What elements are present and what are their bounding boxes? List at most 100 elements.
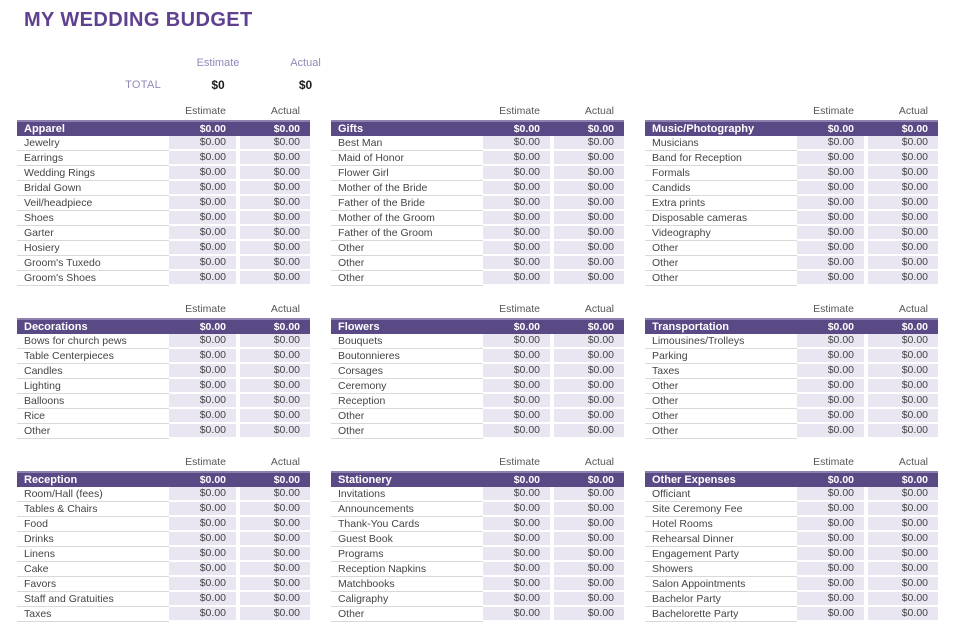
row-estimate-cell[interactable]: $0.00 bbox=[797, 181, 864, 196]
row-actual-cell[interactable]: $0.00 bbox=[868, 409, 938, 424]
row-estimate-cell[interactable]: $0.00 bbox=[797, 241, 864, 256]
row-actual-cell[interactable]: $0.00 bbox=[240, 409, 310, 424]
row-actual-cell[interactable]: $0.00 bbox=[868, 502, 938, 517]
row-actual-cell[interactable]: $0.00 bbox=[554, 532, 624, 547]
row-actual-cell[interactable]: $0.00 bbox=[554, 151, 624, 166]
row-estimate-cell[interactable]: $0.00 bbox=[797, 271, 864, 286]
row-estimate-cell[interactable]: $0.00 bbox=[169, 256, 236, 271]
row-actual-cell[interactable]: $0.00 bbox=[554, 196, 624, 211]
row-actual-cell[interactable]: $0.00 bbox=[868, 211, 938, 226]
row-estimate-cell[interactable]: $0.00 bbox=[169, 409, 236, 424]
row-actual-cell[interactable]: $0.00 bbox=[240, 592, 310, 607]
row-estimate-cell[interactable]: $0.00 bbox=[169, 136, 236, 151]
row-estimate-cell[interactable]: $0.00 bbox=[169, 349, 236, 364]
row-estimate-cell[interactable]: $0.00 bbox=[483, 379, 550, 394]
row-actual-cell[interactable]: $0.00 bbox=[554, 241, 624, 256]
row-estimate-cell[interactable]: $0.00 bbox=[169, 607, 236, 622]
row-actual-cell[interactable]: $0.00 bbox=[868, 334, 938, 349]
row-estimate-cell[interactable]: $0.00 bbox=[483, 196, 550, 211]
row-estimate-cell[interactable]: $0.00 bbox=[483, 487, 550, 502]
row-estimate-cell[interactable]: $0.00 bbox=[169, 487, 236, 502]
row-estimate-cell[interactable]: $0.00 bbox=[483, 364, 550, 379]
row-estimate-cell[interactable]: $0.00 bbox=[169, 211, 236, 226]
row-actual-cell[interactable]: $0.00 bbox=[868, 592, 938, 607]
row-estimate-cell[interactable]: $0.00 bbox=[797, 226, 864, 241]
row-estimate-cell[interactable]: $0.00 bbox=[483, 181, 550, 196]
row-actual-cell[interactable]: $0.00 bbox=[240, 166, 310, 181]
row-actual-cell[interactable]: $0.00 bbox=[554, 334, 624, 349]
row-actual-cell[interactable]: $0.00 bbox=[240, 349, 310, 364]
row-estimate-cell[interactable]: $0.00 bbox=[797, 151, 864, 166]
row-estimate-cell[interactable]: $0.00 bbox=[797, 562, 864, 577]
row-estimate-cell[interactable]: $0.00 bbox=[797, 379, 864, 394]
row-estimate-cell[interactable]: $0.00 bbox=[797, 577, 864, 592]
row-actual-cell[interactable]: $0.00 bbox=[240, 562, 310, 577]
row-actual-cell[interactable]: $0.00 bbox=[868, 424, 938, 439]
row-estimate-cell[interactable]: $0.00 bbox=[797, 487, 864, 502]
row-actual-cell[interactable]: $0.00 bbox=[868, 394, 938, 409]
row-estimate-cell[interactable]: $0.00 bbox=[797, 394, 864, 409]
row-actual-cell[interactable]: $0.00 bbox=[554, 487, 624, 502]
row-actual-cell[interactable]: $0.00 bbox=[240, 211, 310, 226]
row-actual-cell[interactable]: $0.00 bbox=[554, 136, 624, 151]
row-actual-cell[interactable]: $0.00 bbox=[554, 547, 624, 562]
row-actual-cell[interactable]: $0.00 bbox=[868, 166, 938, 181]
row-estimate-cell[interactable]: $0.00 bbox=[483, 136, 550, 151]
row-actual-cell[interactable]: $0.00 bbox=[868, 487, 938, 502]
row-actual-cell[interactable]: $0.00 bbox=[868, 241, 938, 256]
row-actual-cell[interactable]: $0.00 bbox=[868, 379, 938, 394]
row-actual-cell[interactable]: $0.00 bbox=[868, 151, 938, 166]
row-estimate-cell[interactable]: $0.00 bbox=[797, 334, 864, 349]
row-estimate-cell[interactable]: $0.00 bbox=[797, 532, 864, 547]
row-estimate-cell[interactable]: $0.00 bbox=[169, 562, 236, 577]
row-actual-cell[interactable]: $0.00 bbox=[240, 379, 310, 394]
row-actual-cell[interactable]: $0.00 bbox=[554, 181, 624, 196]
row-estimate-cell[interactable]: $0.00 bbox=[483, 562, 550, 577]
row-estimate-cell[interactable]: $0.00 bbox=[169, 151, 236, 166]
row-actual-cell[interactable]: $0.00 bbox=[554, 166, 624, 181]
row-estimate-cell[interactable]: $0.00 bbox=[797, 424, 864, 439]
row-estimate-cell[interactable]: $0.00 bbox=[797, 592, 864, 607]
row-actual-cell[interactable]: $0.00 bbox=[554, 394, 624, 409]
row-estimate-cell[interactable]: $0.00 bbox=[483, 502, 550, 517]
row-estimate-cell[interactable]: $0.00 bbox=[483, 166, 550, 181]
row-estimate-cell[interactable]: $0.00 bbox=[169, 166, 236, 181]
row-actual-cell[interactable]: $0.00 bbox=[868, 607, 938, 622]
row-actual-cell[interactable]: $0.00 bbox=[868, 364, 938, 379]
row-estimate-cell[interactable]: $0.00 bbox=[169, 502, 236, 517]
row-estimate-cell[interactable]: $0.00 bbox=[797, 547, 864, 562]
row-estimate-cell[interactable]: $0.00 bbox=[797, 256, 864, 271]
row-actual-cell[interactable]: $0.00 bbox=[554, 517, 624, 532]
row-actual-cell[interactable]: $0.00 bbox=[554, 607, 624, 622]
row-estimate-cell[interactable]: $0.00 bbox=[797, 211, 864, 226]
row-actual-cell[interactable]: $0.00 bbox=[240, 517, 310, 532]
row-estimate-cell[interactable]: $0.00 bbox=[483, 211, 550, 226]
row-actual-cell[interactable]: $0.00 bbox=[554, 349, 624, 364]
row-estimate-cell[interactable]: $0.00 bbox=[169, 517, 236, 532]
row-estimate-cell[interactable]: $0.00 bbox=[169, 196, 236, 211]
row-estimate-cell[interactable]: $0.00 bbox=[483, 592, 550, 607]
row-actual-cell[interactable]: $0.00 bbox=[240, 256, 310, 271]
row-actual-cell[interactable]: $0.00 bbox=[240, 547, 310, 562]
row-estimate-cell[interactable]: $0.00 bbox=[169, 271, 236, 286]
row-estimate-cell[interactable]: $0.00 bbox=[169, 226, 236, 241]
row-actual-cell[interactable]: $0.00 bbox=[868, 181, 938, 196]
row-actual-cell[interactable]: $0.00 bbox=[240, 226, 310, 241]
row-estimate-cell[interactable]: $0.00 bbox=[483, 349, 550, 364]
row-estimate-cell[interactable]: $0.00 bbox=[797, 517, 864, 532]
row-actual-cell[interactable]: $0.00 bbox=[868, 136, 938, 151]
row-estimate-cell[interactable]: $0.00 bbox=[797, 409, 864, 424]
row-actual-cell[interactable]: $0.00 bbox=[868, 226, 938, 241]
row-actual-cell[interactable]: $0.00 bbox=[240, 364, 310, 379]
row-estimate-cell[interactable]: $0.00 bbox=[169, 592, 236, 607]
row-actual-cell[interactable]: $0.00 bbox=[240, 577, 310, 592]
row-actual-cell[interactable]: $0.00 bbox=[240, 487, 310, 502]
row-estimate-cell[interactable]: $0.00 bbox=[797, 502, 864, 517]
row-estimate-cell[interactable]: $0.00 bbox=[169, 547, 236, 562]
row-estimate-cell[interactable]: $0.00 bbox=[483, 424, 550, 439]
row-actual-cell[interactable]: $0.00 bbox=[554, 379, 624, 394]
row-actual-cell[interactable]: $0.00 bbox=[868, 349, 938, 364]
row-actual-cell[interactable]: $0.00 bbox=[240, 607, 310, 622]
row-estimate-cell[interactable]: $0.00 bbox=[797, 136, 864, 151]
row-estimate-cell[interactable]: $0.00 bbox=[169, 241, 236, 256]
